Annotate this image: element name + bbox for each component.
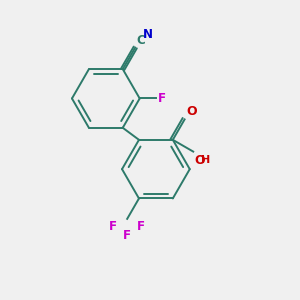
Text: O: O: [195, 154, 205, 167]
Text: C: C: [137, 34, 146, 47]
Text: O: O: [186, 105, 197, 118]
Text: N: N: [143, 28, 153, 41]
Text: F: F: [109, 220, 117, 233]
Text: H: H: [201, 154, 210, 164]
Text: F: F: [158, 92, 166, 105]
Text: F: F: [123, 229, 131, 242]
Text: F: F: [137, 220, 145, 233]
